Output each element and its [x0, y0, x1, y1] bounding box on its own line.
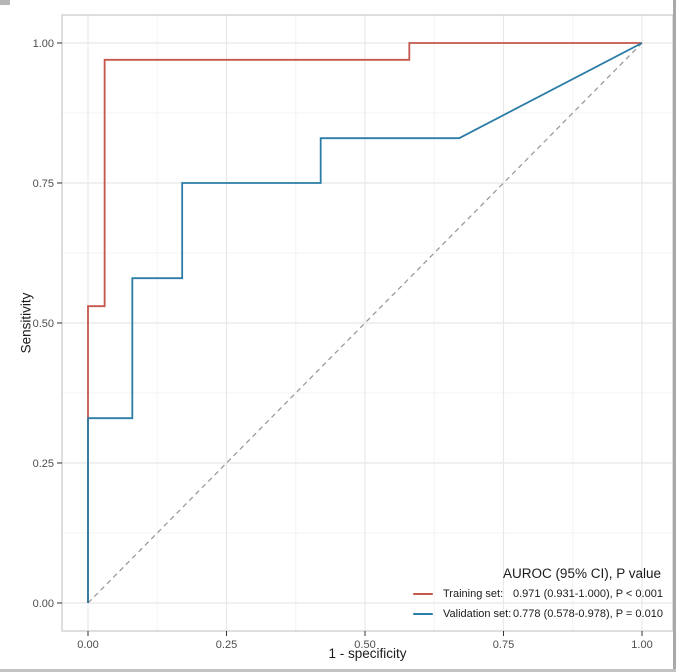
bottom-edge-strip [0, 669, 676, 672]
legend-entry-label: Validation set: [443, 608, 512, 620]
x-tick-label: 1.00 [631, 639, 652, 651]
legend-entry-validation: Validation set: 0.778 (0.578-0.978), P =… [413, 604, 663, 624]
legend-entry-value: 0.778 (0.578-0.978), P = 0.010 [513, 608, 663, 620]
legend: AUROC (95% CI), P value Training set: 0.… [413, 564, 663, 624]
legend-title: AUROC (95% CI), P value [502, 566, 661, 581]
training-set-key-line [413, 593, 433, 595]
y-tick-label: 0.00 [33, 598, 54, 610]
x-axis-title: 1 - specificity [328, 646, 407, 661]
y-axis-title: Sensitivity [18, 292, 34, 354]
y-tick-label: 1.00 [33, 38, 54, 50]
x-tick-label: 0.25 [216, 639, 237, 651]
legend-entry-value: 0.971 (0.931-1.000), P < 0.001 [513, 588, 663, 600]
roc-curve-validation-set [87, 42, 643, 603]
y-tick-label: 0.50 [33, 318, 54, 330]
validation-set-key-line [413, 613, 433, 615]
x-tick-label: 0.00 [77, 639, 98, 651]
y-tick-label: 0.25 [33, 458, 54, 470]
right-edge-strip [673, 0, 676, 672]
screenshot-corner-artifact [0, 0, 10, 5]
roc-curve-training-set [87, 42, 642, 603]
x-tick-label: 0.50 [354, 639, 375, 651]
y-tick-label: 0.75 [33, 178, 54, 190]
legend-entry-training: Training set: 0.971 (0.931-1.000), P < 0… [413, 584, 663, 604]
legend-entry-label: Training set: [443, 588, 504, 600]
x-tick-label: 0.75 [493, 639, 514, 651]
